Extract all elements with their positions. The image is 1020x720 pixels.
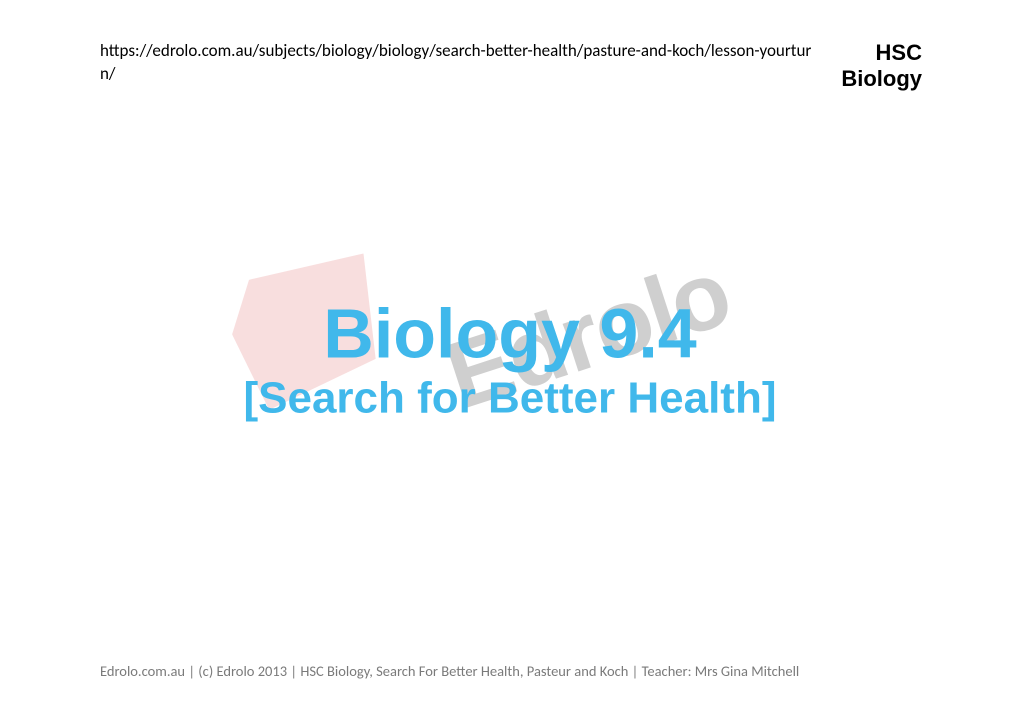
course-line-2: Biology xyxy=(841,66,922,92)
title-block: Biology 9.4 [Search for Better Health] xyxy=(0,297,1020,423)
course-line-1: HSC xyxy=(841,40,922,66)
lesson-url-text: https://edrolo.com.au/subjects/biology/b… xyxy=(100,40,820,86)
course-label: HSC Biology xyxy=(841,40,922,93)
slide-header: https://edrolo.com.au/subjects/biology/b… xyxy=(100,40,922,93)
slide-footer: Edrolo.com.au | (c) Edrolo 2013 | HSC Bi… xyxy=(100,662,920,680)
main-title: Biology 9.4 xyxy=(0,297,1020,371)
sub-title: [Search for Better Health] xyxy=(0,373,1020,423)
